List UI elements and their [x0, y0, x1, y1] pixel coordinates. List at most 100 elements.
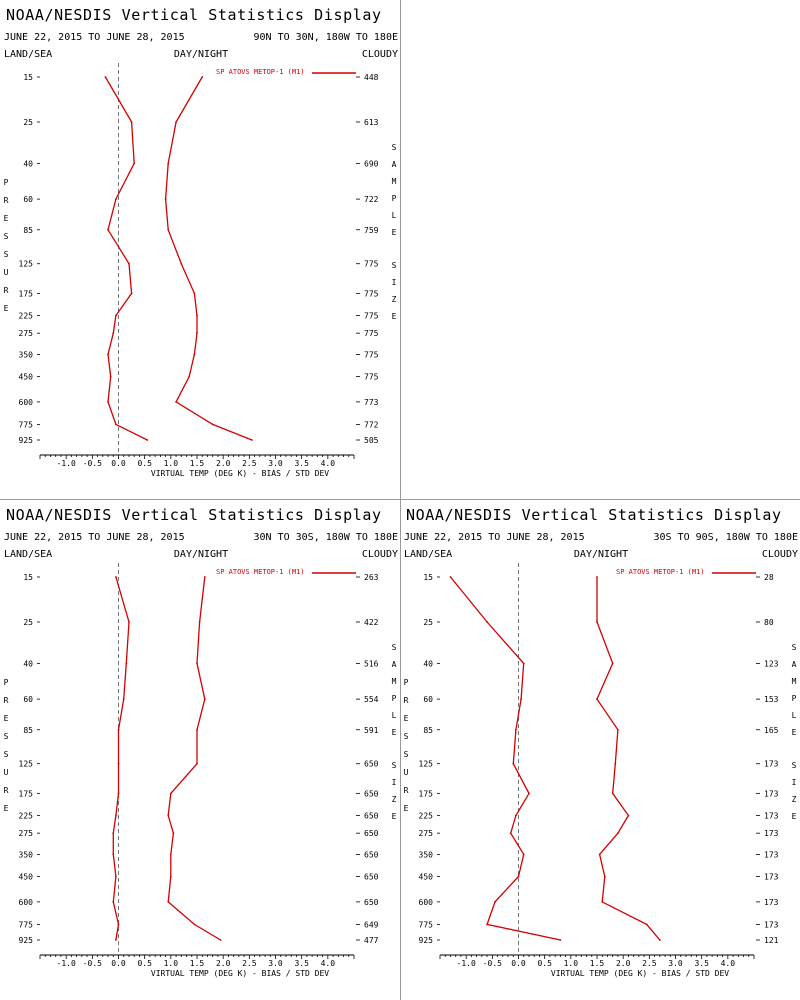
x-tick-label: 1.0 [564, 959, 579, 968]
sample-size-label: 173 [764, 873, 779, 882]
x-tick-label: -1.0 [57, 959, 76, 968]
std-dev-point [196, 728, 198, 731]
y-axis-label-letter: U [4, 268, 9, 277]
std-dev-point [196, 762, 198, 765]
bias-point [486, 621, 488, 623]
x-tick-label: 0.0 [111, 459, 126, 468]
bias-point [114, 423, 117, 426]
bias-point [112, 332, 115, 335]
std-dev-point [203, 576, 206, 578]
cloudy-label: CLOUDY [362, 49, 398, 60]
std-dev-point [598, 853, 601, 856]
y-axis-label-letter: E [4, 304, 9, 313]
right-axis-label-letter: Z [792, 795, 797, 804]
sample-size-label: 650 [364, 850, 379, 859]
std-dev-point [611, 792, 614, 795]
std-dev-point [198, 621, 201, 623]
right-axis-label-letter: S [392, 761, 397, 770]
pressure-level-label: 40 [423, 659, 433, 668]
sample-size-label: 650 [364, 829, 379, 838]
sample-size-label: 422 [364, 618, 379, 627]
chart-svg: NOAA/NESDIS Vertical Statistics Display … [4, 6, 399, 478]
bias-point [117, 792, 120, 795]
sample-size-label: 773 [364, 398, 379, 407]
right-axis-label-letter: E [392, 728, 397, 737]
sample-size-label: 121 [764, 936, 779, 945]
legend-label: SP ATOVS METOP-1 (M1) [216, 68, 305, 76]
std-dev-point [211, 423, 214, 426]
pressure-level-label: 275 [19, 829, 34, 838]
pressure-level-label: 15 [23, 573, 33, 582]
sample-size-label: 123 [764, 659, 779, 668]
right-axis-label-letter: S [392, 261, 397, 270]
std-dev-point [196, 662, 198, 665]
bias-point [449, 576, 452, 578]
x-tick-label: 0.5 [137, 959, 152, 968]
right-axis-label-letter: P [392, 194, 397, 203]
right-axis-label-letter: S [392, 643, 397, 652]
date-range: JUNE 22, 2015 TO JUNE 28, 2015 [404, 532, 585, 543]
right-axis-label-letter: I [392, 778, 397, 787]
bias-point [559, 939, 562, 941]
x-tick-label: 3.5 [694, 959, 709, 968]
right-axis-label-letter: A [792, 660, 797, 669]
bias-point [114, 314, 117, 317]
stats-panel-30s-90s: NOAA/NESDIS Vertical Statistics Display … [400, 500, 800, 1000]
std-dev-point [193, 353, 196, 356]
bias-point [528, 792, 530, 795]
land-sea-label: LAND/SEA [4, 549, 52, 560]
sample-size-label: 477 [364, 936, 379, 945]
bias-point [112, 832, 115, 835]
bias-point [112, 853, 115, 856]
pressure-level-label: 225 [19, 811, 34, 820]
std-dev-point [196, 332, 198, 335]
x-tick-label: 3.0 [268, 459, 283, 468]
pressure-level-label: 125 [419, 760, 434, 769]
region-label: 30N TO 30S, 180W TO 180E [254, 532, 399, 543]
sample-size-label: 80 [764, 618, 774, 627]
bias-point [122, 698, 125, 700]
x-tick-label: 3.0 [668, 959, 683, 968]
right-axis-label-letter: E [392, 228, 397, 237]
sample-size-label: 173 [764, 850, 779, 859]
bias-point [486, 923, 488, 926]
y-axis-label-letter: E [404, 714, 409, 723]
pressure-level-label: 350 [19, 350, 34, 359]
bias-point [114, 939, 117, 941]
pressure-level-label: 450 [19, 373, 34, 382]
panel-divider-vertical [400, 0, 401, 1000]
pressure-level-label: 275 [19, 329, 34, 338]
y-axis-label-letter: S [4, 732, 9, 741]
bias-point [509, 832, 512, 835]
y-axis-label-letter: P [404, 678, 409, 687]
y-axis-label-letter: U [4, 768, 9, 777]
x-tick-label: 2.5 [242, 959, 257, 968]
right-axis-label-letter: M [392, 177, 397, 186]
bias-point [117, 762, 120, 765]
pressure-level-label: 40 [23, 659, 33, 668]
y-axis-label-letter: S [404, 750, 409, 759]
sample-size-label: 613 [364, 118, 379, 127]
x-tick-label: 0.0 [111, 959, 126, 968]
pressure-level-label: 85 [23, 226, 33, 235]
pressure-level-label: 85 [423, 726, 433, 735]
bias-point [114, 576, 117, 578]
sample-size-label: 448 [364, 73, 379, 82]
pressure-level-label: 600 [19, 398, 34, 407]
sample-size-label: 173 [764, 920, 779, 929]
bias-point [522, 853, 525, 856]
std-dev-point [251, 439, 253, 441]
pressure-level-label: 25 [23, 118, 33, 127]
bias-point [514, 728, 517, 731]
sample-size-label: 759 [364, 226, 379, 235]
pressure-level-label: 350 [19, 850, 34, 859]
bias-point [514, 814, 517, 817]
right-axis-label-letter: L [392, 211, 397, 220]
panel-divider-horizontal [0, 499, 800, 500]
pressure-level-label: 775 [19, 920, 34, 929]
sample-size-label: 690 [364, 159, 379, 168]
region-label: 90N TO 30N, 180W TO 180E [254, 32, 399, 43]
legend-label: SP ATOVS METOP-1 (M1) [616, 568, 705, 576]
pressure-level-label: 925 [419, 936, 434, 945]
x-tick-label: 3.0 [268, 959, 283, 968]
